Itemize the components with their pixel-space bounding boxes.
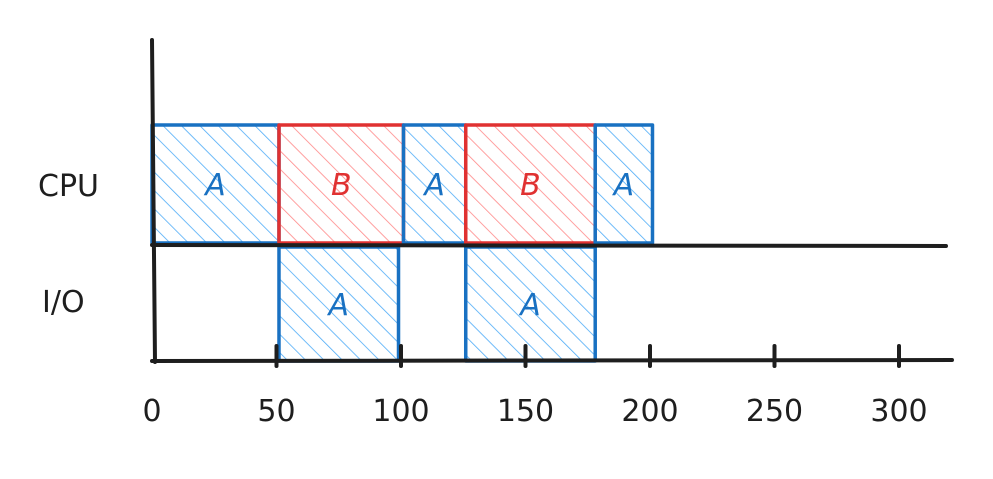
tick-label-200: 200 bbox=[621, 394, 678, 429]
cpu-baseline bbox=[150, 243, 948, 248]
tick-label-0: 0 bbox=[142, 394, 161, 429]
block-rect bbox=[401, 123, 468, 245]
time-axis bbox=[150, 358, 954, 363]
vertical-axis bbox=[150, 38, 157, 364]
block-cpu-4: A bbox=[593, 123, 655, 245]
block-rect bbox=[593, 123, 655, 245]
block-layer: A B A B A A A bbox=[150, 123, 655, 363]
tick-label-100: 100 bbox=[372, 394, 429, 429]
block-label: B bbox=[520, 168, 541, 203]
row-label-io: I/O bbox=[42, 285, 85, 320]
block-label: B bbox=[331, 168, 352, 203]
tick-label-250: 250 bbox=[746, 394, 803, 429]
block-io-5: A bbox=[277, 245, 401, 363]
block-label: A bbox=[612, 168, 635, 203]
tick-layer: 0 50 100 150 200 250 300 bbox=[142, 344, 928, 429]
block-cpu-1: B bbox=[277, 123, 406, 245]
block-rect bbox=[277, 245, 401, 363]
tick-label-50: 50 bbox=[257, 394, 295, 429]
row-label-cpu: CPU bbox=[38, 169, 99, 204]
tick-label-300: 300 bbox=[870, 394, 927, 429]
block-label: A bbox=[326, 288, 349, 323]
block-io-6: A bbox=[463, 245, 597, 363]
block-label: A bbox=[203, 168, 226, 203]
block-cpu-0: A bbox=[150, 123, 281, 245]
block-label: A bbox=[422, 168, 445, 203]
tick-label-150: 150 bbox=[497, 394, 554, 429]
block-cpu-3: B bbox=[463, 123, 597, 245]
block-label: A bbox=[518, 288, 541, 323]
block-cpu-2: A bbox=[401, 123, 468, 245]
block-rect bbox=[277, 123, 406, 245]
